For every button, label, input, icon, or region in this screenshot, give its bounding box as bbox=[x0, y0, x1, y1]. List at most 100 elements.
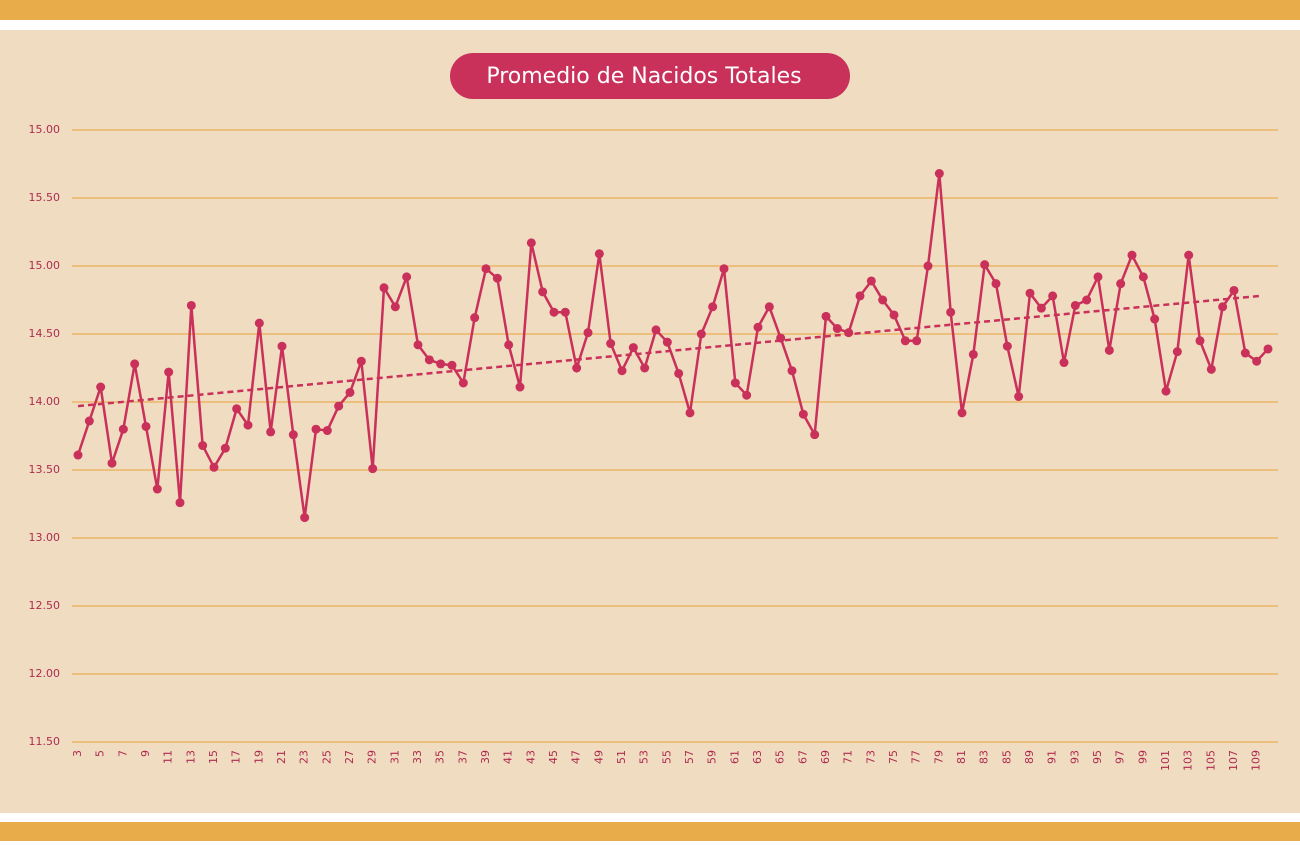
point bbox=[538, 287, 548, 297]
point bbox=[798, 409, 808, 419]
point bbox=[764, 302, 774, 312]
x-tick-label: 105 bbox=[1204, 750, 1217, 771]
point bbox=[266, 427, 276, 437]
top-band bbox=[0, 0, 1300, 20]
point bbox=[164, 367, 174, 377]
point bbox=[118, 424, 128, 434]
point bbox=[900, 336, 910, 346]
point bbox=[84, 416, 94, 426]
x-tick-label: 47 bbox=[570, 750, 583, 764]
point bbox=[447, 360, 457, 370]
point bbox=[481, 264, 491, 274]
point bbox=[640, 363, 650, 373]
point bbox=[424, 355, 434, 365]
x-tick-label: 91 bbox=[1046, 750, 1059, 764]
point bbox=[1059, 358, 1069, 368]
point bbox=[821, 311, 831, 321]
point bbox=[866, 276, 876, 286]
x-tick-label: 53 bbox=[638, 750, 651, 764]
point bbox=[73, 450, 83, 460]
x-tick-label: 27 bbox=[343, 750, 356, 764]
point bbox=[311, 424, 321, 434]
point bbox=[1082, 295, 1092, 305]
point bbox=[674, 368, 684, 378]
point bbox=[470, 313, 480, 323]
point bbox=[923, 261, 933, 271]
point bbox=[492, 273, 502, 283]
point bbox=[1116, 279, 1126, 289]
point bbox=[844, 328, 854, 338]
point bbox=[594, 249, 604, 259]
point bbox=[277, 341, 287, 351]
x-tick-label: 97 bbox=[1114, 750, 1127, 764]
point bbox=[1229, 285, 1239, 295]
x-tick-label: 69 bbox=[819, 750, 832, 764]
x-tick-label: 79 bbox=[932, 750, 945, 764]
x-tick-label: 7 bbox=[116, 750, 129, 757]
y-tick-label: 15.50 bbox=[29, 191, 61, 204]
point bbox=[243, 420, 253, 430]
point bbox=[175, 498, 185, 508]
point bbox=[322, 426, 332, 436]
background bbox=[0, 30, 1300, 813]
point bbox=[141, 421, 151, 431]
point bbox=[1240, 348, 1250, 358]
point bbox=[413, 340, 423, 350]
x-tick-label: 5 bbox=[94, 750, 107, 757]
point bbox=[1048, 291, 1058, 301]
y-tick-label: 13.00 bbox=[29, 531, 61, 544]
point bbox=[356, 356, 366, 366]
point bbox=[1195, 336, 1205, 346]
point bbox=[209, 462, 219, 472]
point bbox=[912, 336, 922, 346]
x-tick-label: 67 bbox=[796, 750, 809, 764]
y-tick-label: 14.50 bbox=[29, 327, 61, 340]
x-tick-label: 11 bbox=[162, 750, 175, 764]
x-tick-label: 41 bbox=[502, 750, 515, 764]
point bbox=[1138, 272, 1148, 282]
y-tick-label: 15.00 bbox=[29, 259, 61, 272]
point bbox=[889, 310, 899, 320]
point bbox=[390, 302, 400, 312]
x-tick-label: 9 bbox=[139, 750, 152, 757]
point bbox=[152, 484, 162, 494]
x-tick-label: 51 bbox=[615, 750, 628, 764]
x-tick-label: 93 bbox=[1068, 750, 1081, 764]
x-tick-label: 45 bbox=[547, 750, 560, 764]
point bbox=[1206, 364, 1216, 374]
point bbox=[1025, 288, 1035, 298]
x-tick-label: 103 bbox=[1182, 750, 1195, 771]
x-tick-label: 15 bbox=[207, 750, 220, 764]
point bbox=[968, 349, 978, 359]
point bbox=[504, 340, 514, 350]
point bbox=[708, 302, 718, 312]
x-tick-label: 29 bbox=[366, 750, 379, 764]
x-tick-label: 35 bbox=[434, 750, 447, 764]
point bbox=[617, 366, 627, 376]
point bbox=[810, 430, 820, 440]
point bbox=[628, 343, 638, 353]
point bbox=[300, 513, 310, 523]
x-tick-label: 25 bbox=[320, 750, 333, 764]
point bbox=[334, 401, 344, 411]
point bbox=[345, 387, 355, 397]
point bbox=[1002, 341, 1012, 351]
y-tick-label: 14.00 bbox=[29, 395, 61, 408]
x-tick-label: 89 bbox=[1023, 750, 1036, 764]
x-tick-label: 23 bbox=[298, 750, 311, 764]
x-tick-label: 59 bbox=[706, 750, 719, 764]
point bbox=[1184, 250, 1194, 260]
point bbox=[232, 404, 242, 414]
point bbox=[515, 382, 525, 392]
point bbox=[107, 458, 117, 468]
point bbox=[1036, 303, 1046, 313]
y-tick-label: 15.00 bbox=[29, 123, 61, 136]
x-tick-label: 21 bbox=[275, 750, 288, 764]
point bbox=[402, 272, 412, 282]
point bbox=[288, 430, 298, 440]
point bbox=[130, 359, 140, 369]
point bbox=[685, 408, 695, 418]
x-tick-label: 75 bbox=[887, 750, 900, 764]
point bbox=[719, 264, 729, 274]
